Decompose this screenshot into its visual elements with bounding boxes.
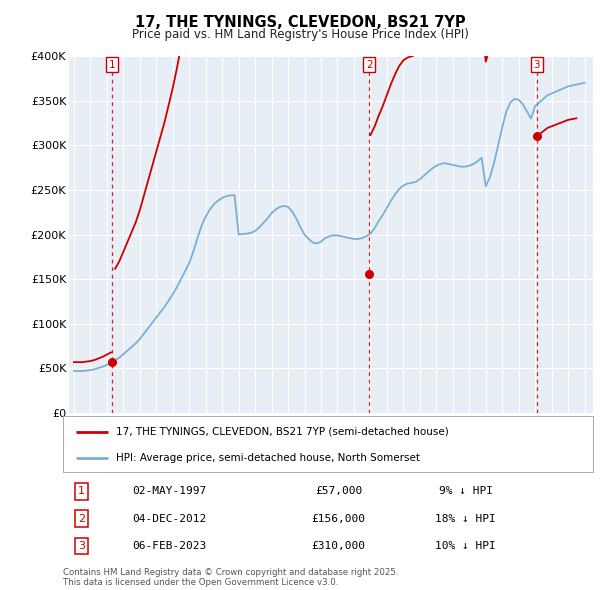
Text: 04-DEC-2012: 04-DEC-2012	[132, 514, 206, 524]
Text: 1: 1	[109, 60, 116, 70]
Text: 3: 3	[78, 541, 85, 551]
Text: £57,000: £57,000	[315, 487, 362, 496]
Text: 06-FEB-2023: 06-FEB-2023	[132, 541, 206, 551]
Text: £156,000: £156,000	[311, 514, 365, 524]
Text: £310,000: £310,000	[311, 541, 365, 551]
Text: 3: 3	[533, 60, 540, 70]
Text: Price paid vs. HM Land Registry's House Price Index (HPI): Price paid vs. HM Land Registry's House …	[131, 28, 469, 41]
Text: 02-MAY-1997: 02-MAY-1997	[132, 487, 206, 496]
Text: 17, THE TYNINGS, CLEVEDON, BS21 7YP (semi-detached house): 17, THE TYNINGS, CLEVEDON, BS21 7YP (sem…	[116, 427, 449, 437]
Text: 17, THE TYNINGS, CLEVEDON, BS21 7YP: 17, THE TYNINGS, CLEVEDON, BS21 7YP	[134, 15, 466, 30]
Text: 18% ↓ HPI: 18% ↓ HPI	[435, 514, 496, 524]
Text: 10% ↓ HPI: 10% ↓ HPI	[435, 541, 496, 551]
Text: 1: 1	[78, 487, 85, 496]
Text: 9% ↓ HPI: 9% ↓ HPI	[439, 487, 493, 496]
Text: 2: 2	[366, 60, 373, 70]
Text: Contains HM Land Registry data © Crown copyright and database right 2025.
This d: Contains HM Land Registry data © Crown c…	[63, 568, 398, 587]
Text: HPI: Average price, semi-detached house, North Somerset: HPI: Average price, semi-detached house,…	[116, 453, 420, 463]
Text: 2: 2	[78, 514, 85, 524]
